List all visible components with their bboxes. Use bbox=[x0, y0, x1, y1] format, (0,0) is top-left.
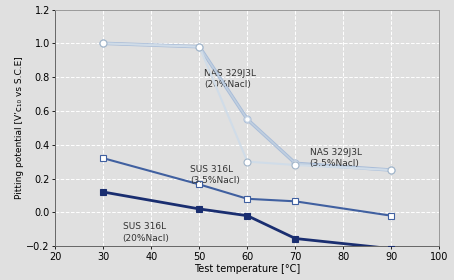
Text: NAS 329J3L
(3.5%Nacl): NAS 329J3L (3.5%Nacl) bbox=[310, 148, 362, 168]
Y-axis label: Pitting potential [V’c₁₀ vs S.C.E]: Pitting potential [V’c₁₀ vs S.C.E] bbox=[15, 57, 24, 199]
X-axis label: Test temperature [°C]: Test temperature [°C] bbox=[194, 264, 301, 274]
Text: SUS 316L
(3.5%Nacl): SUS 316L (3.5%Nacl) bbox=[190, 165, 240, 185]
Text: NAS 329J3L
(20%Nacl): NAS 329J3L (20%Nacl) bbox=[204, 69, 256, 89]
Text: SUS 316L
(20%Nacl): SUS 316L (20%Nacl) bbox=[123, 222, 169, 242]
